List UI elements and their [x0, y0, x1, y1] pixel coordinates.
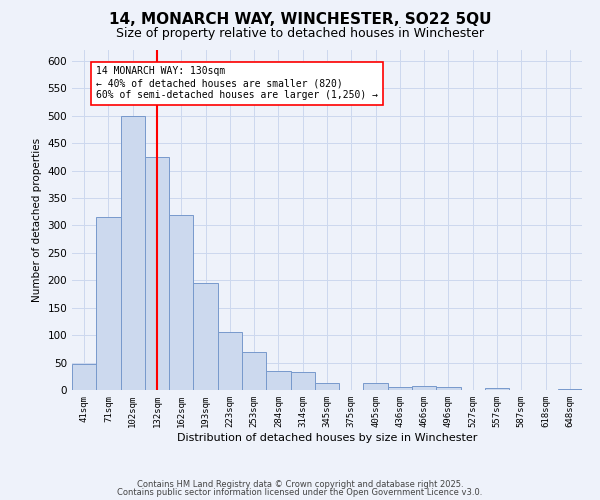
Bar: [266, 371, 290, 390]
Bar: [412, 386, 436, 390]
Bar: [485, 388, 509, 390]
Text: 14, MONARCH WAY, WINCHESTER, SO22 5QU: 14, MONARCH WAY, WINCHESTER, SO22 5QU: [109, 12, 491, 28]
Bar: [290, 372, 315, 390]
Text: Contains public sector information licensed under the Open Government Licence v3: Contains public sector information licen…: [118, 488, 482, 497]
Bar: [169, 214, 193, 390]
Bar: [436, 388, 461, 390]
Bar: [558, 389, 582, 390]
Bar: [145, 157, 169, 390]
Bar: [242, 352, 266, 390]
Bar: [72, 364, 96, 390]
Text: Contains HM Land Registry data © Crown copyright and database right 2025.: Contains HM Land Registry data © Crown c…: [137, 480, 463, 489]
Bar: [193, 283, 218, 390]
Bar: [364, 383, 388, 390]
Text: Size of property relative to detached houses in Winchester: Size of property relative to detached ho…: [116, 28, 484, 40]
Bar: [218, 332, 242, 390]
Bar: [388, 388, 412, 390]
Bar: [121, 116, 145, 390]
Bar: [315, 383, 339, 390]
Y-axis label: Number of detached properties: Number of detached properties: [32, 138, 42, 302]
Bar: [96, 218, 121, 390]
X-axis label: Distribution of detached houses by size in Winchester: Distribution of detached houses by size …: [177, 432, 477, 442]
Text: 14 MONARCH WAY: 130sqm
← 40% of detached houses are smaller (820)
60% of semi-de: 14 MONARCH WAY: 130sqm ← 40% of detached…: [96, 66, 378, 100]
